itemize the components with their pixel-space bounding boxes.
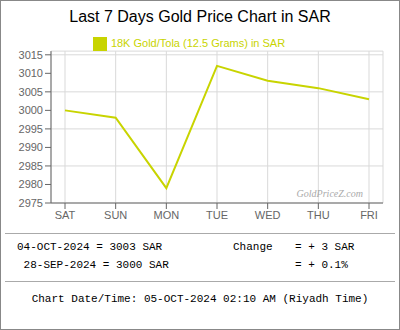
svg-text:FRI: FRI bbox=[360, 209, 378, 221]
svg-text:2975: 2975 bbox=[19, 197, 43, 209]
html-text:Last 7 Days Gold Price Chart i: Last 7 Days Gold Price Chart in SAR bbox=[69, 8, 331, 25]
html-text:Change: Change bbox=[233, 241, 273, 253]
svg-text:3005: 3005 bbox=[19, 86, 43, 98]
svg-text:3015: 3015 bbox=[19, 49, 43, 61]
svg-text:2985: 2985 bbox=[19, 160, 43, 172]
html-text:Chart Date/Time: 05-OCT-2024 0: Chart Date/Time: 05-OCT-2024 02:10 AM (R… bbox=[31, 293, 369, 305]
html-text:18K Gold/Tola (12.5 Grams) in: 18K Gold/Tola (12.5 Grams) in SAR bbox=[110, 37, 286, 49]
svg-text:TUE: TUE bbox=[206, 209, 228, 221]
svg-text:WED: WED bbox=[255, 209, 281, 221]
svg-text:3010: 3010 bbox=[19, 67, 43, 79]
svg-text:SUN: SUN bbox=[104, 209, 127, 221]
svg-text:2990: 2990 bbox=[19, 141, 43, 153]
html-text:= + 3 SAR: = + 3 SAR bbox=[295, 241, 355, 253]
svg-text:3000: 3000 bbox=[19, 104, 43, 116]
html-text:04-OCT-2024 = 3003 SAR: 04-OCT-2024 = 3003 SAR bbox=[17, 241, 163, 253]
html-text:GoldPriceZ.com: GoldPriceZ.com bbox=[296, 188, 363, 199]
html-text:28-SEP-2024 = 3000 SAR: 28-SEP-2024 = 3000 SAR bbox=[17, 259, 169, 271]
svg-text:2995: 2995 bbox=[19, 123, 43, 135]
svg-text:THU: THU bbox=[307, 209, 330, 221]
html-text:= + 0.1%: = + 0.1% bbox=[295, 259, 348, 271]
svg-text:2980: 2980 bbox=[19, 178, 43, 190]
svg-text:SAT: SAT bbox=[55, 209, 76, 221]
svg-text:MON: MON bbox=[153, 209, 179, 221]
